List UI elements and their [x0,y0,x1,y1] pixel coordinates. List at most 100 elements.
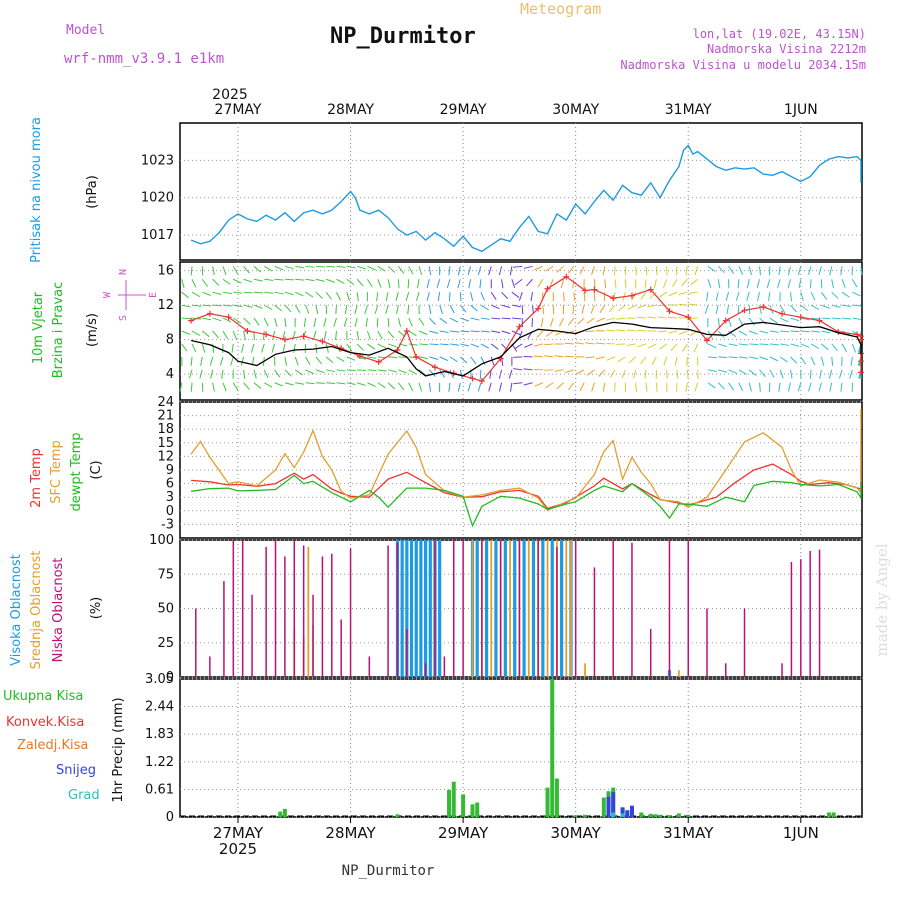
pressure-axis-title: Pritisak na nivou mora [29,117,44,263]
y-tick-label: 0 [166,810,174,825]
wind-arrow [842,317,852,320]
wind-arrow [657,304,667,307]
wind-arrow [766,279,771,289]
sfc-temp-line [190,408,862,512]
wind-arrow [821,291,828,300]
wind-arrow [480,330,490,333]
wind-arrow [336,291,341,301]
wind-arrow [585,356,595,359]
wind-arrow [261,343,265,353]
wind-arrow [408,330,417,337]
wind-arrow [560,279,564,289]
top-day-label: 31MAY [665,102,712,118]
wind-arrow [426,279,430,289]
wind-arrow [759,356,769,361]
wind-arrow [807,382,812,392]
gust-marker [741,307,748,314]
wind-arrow [533,343,543,347]
bottom-day-label: 30MAY [551,824,602,842]
wind-arrow [188,369,193,379]
wind-arrow [790,304,797,313]
wind-arrow [385,304,389,314]
wind-arrow [253,265,262,273]
wind-arrow [811,330,821,333]
watermark: made by Angel [873,543,891,656]
wind-arrow [809,279,812,289]
wind-arrow [356,382,366,386]
gust-marker [685,314,692,321]
wind-arrow [418,330,428,335]
wind-arrow [717,330,725,339]
wind-arrow [199,369,203,379]
wind-arrow [530,292,534,302]
wind-arrow [233,291,243,294]
wind-arrow [202,317,212,321]
gust-marker [300,333,307,340]
wind-arrow [284,265,294,270]
wind-arrow [549,317,554,327]
wind-arrow [509,382,513,392]
wind-arrow [263,317,269,327]
wind-arrow [313,317,317,327]
wind-arrow [595,356,605,360]
legend-snow: Snijeg [56,763,96,778]
wind-arrow [490,291,497,300]
y-tick-label: 3 [166,490,174,505]
wind-arrow [231,343,234,353]
compass-w-label: W [102,291,113,298]
wind-arrow [346,382,356,385]
wind-arrow [294,356,299,366]
wind-arrow [439,356,449,362]
wind-arrow [233,304,243,308]
wind-arrow [728,330,736,337]
wind-arrow [212,343,215,353]
wind-arrow [653,279,657,289]
wind-arrow [841,291,850,298]
wind-arrow [759,369,766,378]
wind-arrow [284,356,288,366]
wind-arrow [647,316,657,319]
wind-arrow [676,369,679,379]
wind-arrow [282,330,286,340]
legend-hail: Grad [68,788,100,803]
wind-arrow [668,291,678,297]
wind-arrow [778,266,781,276]
wind-arrow [264,382,273,388]
wind-arrow [779,304,786,314]
wind-arrow [201,343,206,353]
wind-arrow [614,279,617,289]
wind-arrow [336,369,346,372]
wind-arrow [718,343,728,348]
wind-arrow [534,265,544,271]
mid-cloud-axis-title: Srednja Oblacnost [29,551,44,670]
wind-arrow [628,356,637,364]
panel-frame [179,261,863,401]
wind-arrow [821,330,831,334]
wind-arrow [556,382,564,390]
gust-marker [722,317,729,324]
wind-arrow [295,382,305,385]
wind-arrow [428,369,436,377]
wind-arrow [343,317,348,327]
wind-arrow [356,265,366,270]
wind-arrow [635,382,637,392]
wind-arrow [780,343,790,346]
wind-arrow [616,329,626,332]
precip-total-bar [282,808,287,817]
wind-arrow [190,382,193,392]
wind-arrow [511,279,516,288]
wind-arrow [346,369,356,372]
wind-arrow [609,369,616,378]
y-tick-label: 75 [157,567,174,582]
temp-unit: (C) [89,460,104,479]
wind-arrow [459,304,467,313]
wind-arrow [325,356,334,364]
wind-arrow [810,343,820,349]
wind-panel: 4 8 12 16 [157,264,864,392]
gust-marker [816,317,823,324]
wind-arrow [575,369,585,375]
wind-arrow [686,356,688,366]
y-tick-label: 25 [157,636,174,651]
wind-arrow [212,291,222,295]
wind-arrow [305,278,315,282]
